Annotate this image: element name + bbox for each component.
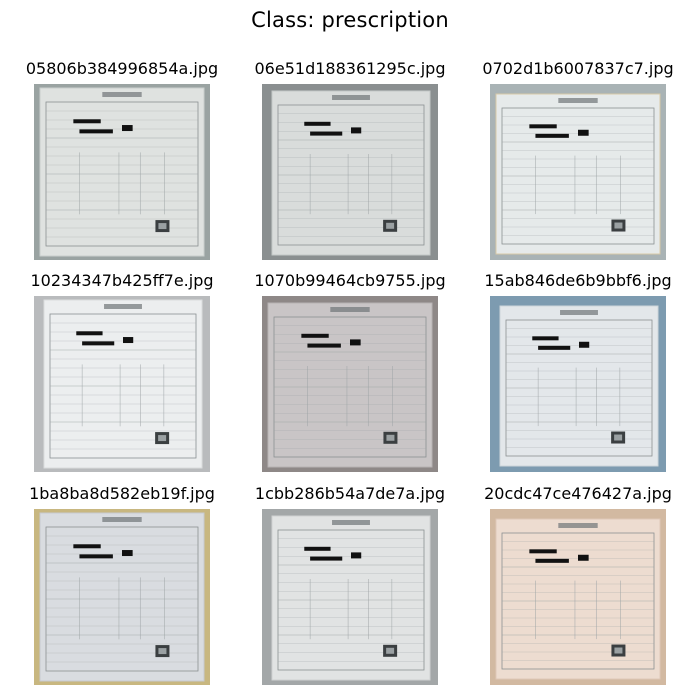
prescription-photo-drawing (34, 509, 210, 685)
prescription-photo (490, 84, 666, 260)
image-filename-caption: 15ab846de6b9bbf6.jpg (484, 271, 672, 290)
image-filename-caption: 1cbb286b54a7de7a.jpg (254, 484, 446, 503)
prescription-photo-drawing (34, 296, 210, 472)
prescription-photo-drawing (262, 509, 438, 685)
prescription-photo (490, 509, 666, 685)
prescription-photo-drawing (262, 296, 438, 472)
image-filename-caption: 1ba8ba8d582eb19f.jpg (29, 484, 215, 503)
prescription-photo (34, 84, 210, 260)
image-filename-caption: 1070b99464cb9755.jpg (254, 271, 446, 290)
prescription-photo (262, 509, 438, 685)
prescription-photo (262, 84, 438, 260)
prescription-photo-drawing (34, 84, 210, 260)
prescription-photo (490, 296, 666, 472)
image-filename-caption: 20cdc47ce476427a.jpg (484, 484, 672, 503)
image-filename-caption: 10234347b425ff7e.jpg (30, 271, 214, 290)
figure-title: Class: prescription (251, 8, 449, 32)
prescription-photo-drawing (262, 84, 438, 260)
prescription-photo (34, 296, 210, 472)
prescription-photo-drawing (490, 509, 666, 685)
prescription-photo-drawing (490, 84, 666, 260)
prescription-photo (34, 509, 210, 685)
prescription-photo-drawing (490, 296, 666, 472)
image-filename-caption: 06e51d188361295c.jpg (254, 59, 446, 78)
image-filename-caption: 0702d1b6007837c7.jpg (482, 59, 674, 78)
prescription-photo (262, 296, 438, 472)
image-filename-caption: 05806b384996854a.jpg (25, 59, 219, 78)
